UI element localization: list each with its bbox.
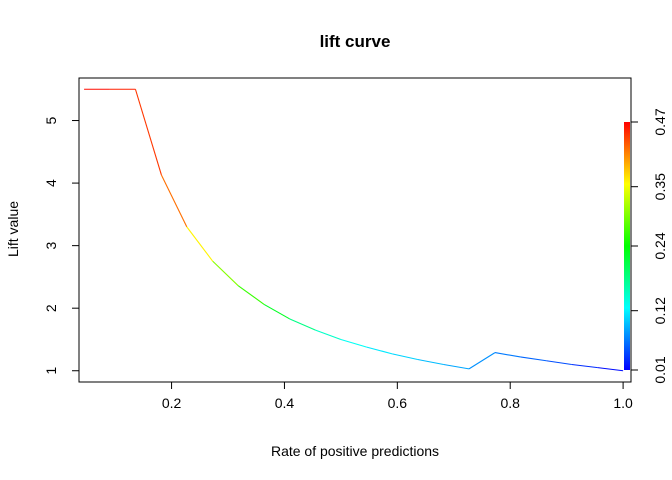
y-tick-label: 2: [43, 304, 59, 312]
plot-frame: [78, 77, 632, 383]
x-tick-label: 0.2: [162, 395, 182, 411]
y-axis: 1 2 3 4 5: [43, 116, 80, 375]
lift-curve-segment: [263, 303, 290, 320]
x-tick-label: 0.8: [500, 395, 520, 411]
colorbar: 0.01 0.12 0.24 0.35 0.47: [624, 108, 668, 384]
x-axis: 0.2 0.4 0.6 0.8 1.0: [162, 381, 633, 411]
colorbar-gradient: [624, 122, 630, 370]
lift-curve-segment: [520, 356, 547, 362]
lift-curve-line: [84, 88, 624, 372]
lift-curve-segment: [392, 353, 418, 361]
lift-curve-segment: [315, 329, 342, 340]
colorbar-tick-label: 0.24: [652, 232, 668, 259]
x-tick-label: 0.6: [388, 395, 408, 411]
lift-curve-segment: [340, 338, 367, 348]
lift-curve-segment: [494, 352, 521, 358]
x-tick-label: 1.0: [613, 395, 633, 411]
lift-curve-segment: [443, 363, 470, 370]
x-axis-label: Rate of positive predictions: [271, 443, 439, 459]
colorbar-tick-label: 0.01: [652, 356, 668, 383]
x-tick-label: 0.4: [275, 395, 295, 411]
lift-curve-segment: [417, 358, 444, 366]
lift-curve-segment: [237, 285, 265, 305]
y-tick-label: 1: [43, 367, 59, 375]
lift-curve-segment: [289, 318, 316, 331]
lift-curve-segment: [186, 226, 214, 262]
lift-curve-segment: [597, 367, 624, 372]
colorbar-tick-label: 0.47: [652, 108, 668, 135]
colorbar-tick-label: 0.35: [652, 173, 668, 200]
lift-curve-segment: [212, 260, 239, 287]
lift-curve-segment: [366, 346, 393, 355]
y-tick-label: 5: [43, 116, 59, 124]
y-tick-label: 4: [43, 179, 59, 187]
lift-curve-segment: [160, 174, 188, 228]
colorbar-tick-label: 0.12: [652, 297, 668, 324]
lift-curve-segment: [546, 360, 572, 366]
y-axis-label: Lift value: [5, 201, 21, 257]
lift-curve-segment: [134, 89, 162, 176]
lift-curve-segment: [468, 352, 496, 370]
chart-title: lift curve: [320, 32, 391, 51]
lift-curve-segment: [571, 363, 598, 369]
y-tick-label: 3: [43, 242, 59, 250]
